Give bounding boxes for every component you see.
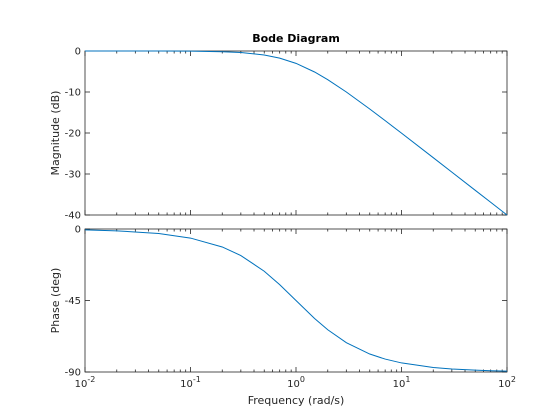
- x-tick-label-base: 10: [498, 379, 511, 390]
- magnitude-axes-frame: [84, 50, 508, 216]
- x-tick-label: 100: [287, 375, 305, 390]
- phase-curve: [84, 229, 508, 372]
- x-tick-label-base: 10: [393, 379, 406, 390]
- x-tick-label-base: 10: [287, 379, 300, 390]
- phase-y-tick-label: -45: [65, 296, 81, 307]
- x-tick-label-exponent: -2: [87, 375, 95, 384]
- phase-y-axis-label: Phase (deg): [49, 268, 62, 334]
- x-tick-label-exponent: 2: [511, 375, 516, 384]
- x-tick-label: 10-2: [75, 375, 96, 390]
- phase-y-tick-label: 0: [75, 225, 81, 236]
- x-axis-label: Frequency (rad/s): [248, 394, 345, 407]
- magnitude-y-tick-label: 0: [75, 47, 81, 58]
- magnitude-y-tick-label: -10: [65, 88, 81, 99]
- x-tick-label-exponent: 1: [405, 375, 410, 384]
- magnitude-y-tick-label: -40: [65, 211, 81, 222]
- chart-title: Bode Diagram: [252, 32, 340, 45]
- x-tick-label-exponent: 0: [300, 375, 305, 384]
- x-tick-label: 10-1: [180, 375, 201, 390]
- phase-y-tick-label: -90: [65, 368, 81, 379]
- x-tick-label-base: 10: [180, 379, 193, 390]
- x-tick-label-exponent: -1: [193, 375, 201, 384]
- magnitude-y-tick-label: -20: [65, 129, 81, 140]
- magnitude-curve: [85, 50, 508, 216]
- magnitude-y-tick-label: -30: [65, 170, 81, 181]
- x-tick-label: 101: [393, 375, 411, 390]
- x-tick-label-base: 10: [75, 379, 88, 390]
- x-tick-label: 102: [498, 375, 516, 390]
- magnitude-y-axis-label: Magnitude (dB): [49, 91, 62, 176]
